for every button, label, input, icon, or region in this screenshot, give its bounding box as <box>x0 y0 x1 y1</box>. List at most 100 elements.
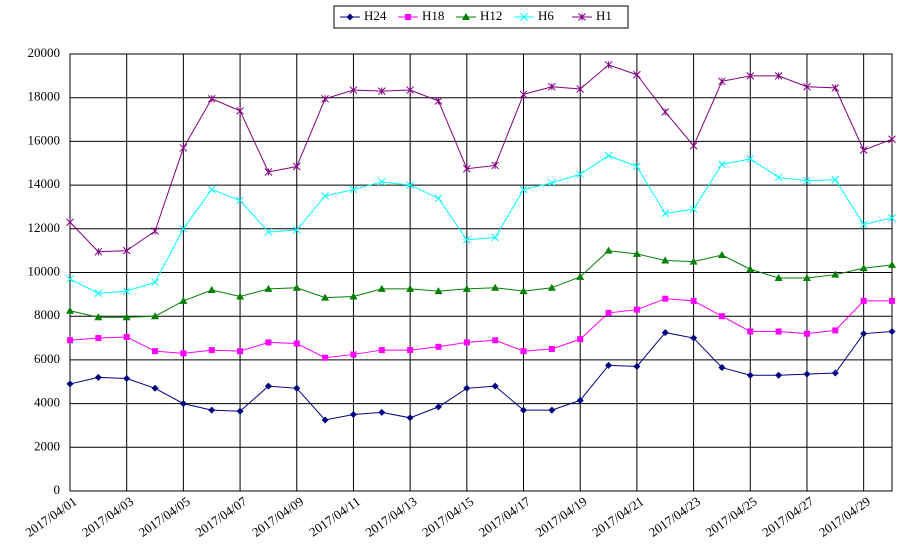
marker <box>746 71 755 80</box>
x-tick-label: 2017/04/05 <box>136 494 193 540</box>
marker <box>378 408 386 416</box>
marker <box>859 264 868 272</box>
marker <box>548 345 555 352</box>
marker <box>208 406 216 414</box>
marker <box>491 161 500 170</box>
marker <box>236 106 244 115</box>
marker <box>661 108 670 116</box>
marker <box>321 94 329 103</box>
marker <box>520 348 527 355</box>
marker <box>689 257 698 265</box>
marker <box>435 343 442 350</box>
marker <box>236 407 244 415</box>
marker <box>94 247 103 256</box>
marker <box>718 77 726 86</box>
marker <box>831 175 840 184</box>
series-line <box>69 330 893 421</box>
marker <box>689 205 698 213</box>
marker <box>859 146 868 154</box>
marker <box>718 364 726 372</box>
marker <box>633 306 640 313</box>
marker <box>406 414 414 422</box>
marker <box>350 351 357 358</box>
marker <box>264 228 273 236</box>
marker <box>632 249 641 257</box>
marker <box>151 227 159 235</box>
x-tick-label: 2017/04/27 <box>759 493 817 540</box>
y-tick-label: 14000 <box>28 176 61 191</box>
marker <box>548 179 556 187</box>
marker <box>718 160 726 169</box>
y-tick-label: 20000 <box>28 45 61 60</box>
marker <box>888 214 896 222</box>
marker <box>179 296 188 304</box>
marker <box>292 226 301 234</box>
marker <box>491 283 500 291</box>
marker <box>662 295 669 302</box>
x-tick-label: 2017/04/23 <box>646 494 703 540</box>
series-line <box>69 64 893 253</box>
x-tick-label: 2017/04/21 <box>589 494 646 540</box>
marker <box>888 327 896 335</box>
marker <box>717 251 726 259</box>
marker <box>774 71 783 80</box>
x-tick-label: 2017/04/07 <box>192 493 250 540</box>
marker <box>548 406 556 414</box>
marker <box>321 293 330 301</box>
marker <box>888 135 896 144</box>
marker <box>774 273 783 281</box>
marker <box>775 328 782 335</box>
x-tick-label: 2017/04/03 <box>79 494 136 540</box>
marker <box>888 260 896 268</box>
marker <box>633 70 641 79</box>
marker <box>661 256 670 264</box>
marker <box>264 284 273 292</box>
y-tick-label: 18000 <box>28 89 61 104</box>
marker <box>774 173 783 182</box>
marker <box>803 370 811 378</box>
marker <box>67 337 73 344</box>
marker <box>264 168 273 176</box>
x-tick-label: 2017/04/13 <box>362 494 419 540</box>
marker <box>237 348 244 355</box>
marker <box>605 309 612 316</box>
marker <box>94 313 103 321</box>
marker <box>576 272 585 280</box>
marker <box>577 336 584 343</box>
y-tick-label: 6000 <box>34 351 60 366</box>
x-tick-label: 2017/04/29 <box>816 494 873 540</box>
marker <box>151 312 160 320</box>
legend-label: H1 <box>596 8 612 23</box>
marker <box>831 369 839 377</box>
legend-marker <box>578 13 586 21</box>
marker <box>803 330 810 337</box>
marker <box>462 235 471 244</box>
marker <box>661 329 669 337</box>
y-tick-label: 12000 <box>28 220 61 235</box>
legend-marker <box>405 14 411 20</box>
marker <box>434 194 443 203</box>
y-tick-label: 2000 <box>34 438 60 453</box>
x-tick-label: 2017/04/15 <box>419 494 476 540</box>
legend-marker <box>462 13 470 20</box>
marker <box>66 218 74 227</box>
x-tick-label: 2017/04/11 <box>306 494 363 540</box>
marker <box>492 337 499 344</box>
marker <box>151 384 159 392</box>
marker <box>293 340 300 347</box>
y-tick-label: 8000 <box>34 307 60 322</box>
marker <box>604 246 613 254</box>
x-tick-label: 2017/04/25 <box>703 494 760 540</box>
marker <box>406 181 414 189</box>
marker <box>491 382 499 390</box>
series-line <box>69 250 893 318</box>
legend-label: H18 <box>422 8 444 23</box>
marker <box>519 90 528 99</box>
marker <box>832 327 839 334</box>
marker <box>434 403 442 411</box>
marker <box>122 313 131 321</box>
marker <box>66 275 74 283</box>
marker <box>377 284 386 292</box>
marker <box>179 400 187 408</box>
marker <box>322 354 329 361</box>
